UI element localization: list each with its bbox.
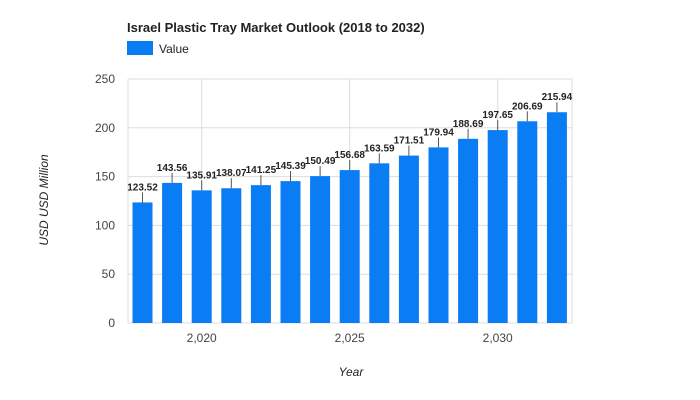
data-label-2031: 206.69 — [512, 101, 543, 112]
data-label-2028: 179.94 — [423, 127, 454, 138]
bar-2028 — [428, 147, 449, 323]
bar-2025 — [339, 170, 360, 323]
chart-title: Israel Plastic Tray Market Outlook (2018… — [127, 20, 425, 35]
bar-2024 — [310, 176, 331, 323]
legend-label-value: Value — [159, 42, 189, 56]
legend-swatch-value — [127, 41, 153, 55]
data-label-2022: 141.25 — [246, 165, 277, 176]
bar-2031 — [517, 121, 538, 323]
data-label-2032: 215.94 — [542, 92, 573, 103]
y-tick-label-3: 150 — [95, 170, 115, 184]
bar-2019 — [162, 182, 183, 323]
x-tick-label-1: 2,025 — [335, 331, 365, 345]
bar-2018 — [132, 202, 153, 323]
y-axis-ticks: 0 50 100 150 200 250 — [95, 72, 115, 330]
data-label-2029: 188.69 — [453, 119, 484, 130]
y-tick-label-2: 100 — [95, 218, 115, 232]
y-tick-label-1: 50 — [102, 267, 116, 281]
data-label-2021: 138.07 — [216, 168, 247, 179]
data-label-2019: 143.56 — [157, 163, 188, 174]
data-label-2020: 135.91 — [186, 170, 217, 181]
data-label-2026: 163.59 — [364, 143, 395, 154]
data-label-2018: 123.52 — [127, 182, 158, 193]
y-tick-label-5: 250 — [95, 72, 115, 86]
bar-2030 — [487, 130, 508, 323]
bar-2029 — [458, 138, 479, 323]
data-label-2030: 197.65 — [482, 110, 513, 121]
data-label-2023: 145.39 — [275, 161, 306, 172]
x-axis-ticks: 2,020 2,025 2,030 — [187, 331, 513, 345]
bar-2026 — [369, 163, 390, 323]
y-tick-label-0: 0 — [108, 316, 115, 330]
x-tick-label-2: 2,030 — [483, 331, 513, 345]
bar-2020 — [191, 190, 212, 323]
bar-2021 — [221, 188, 242, 323]
x-tick-label-0: 2,020 — [187, 331, 217, 345]
x-axis-title: Year — [339, 365, 365, 379]
data-label-2027: 171.51 — [394, 136, 425, 147]
data-label-2025: 156.68 — [334, 150, 365, 161]
data-label-2024: 150.49 — [305, 156, 336, 167]
bar-2022 — [250, 185, 271, 323]
bar-2027 — [398, 155, 419, 323]
legend: Value — [127, 41, 189, 56]
bar-2032 — [546, 112, 567, 324]
bars — [132, 112, 567, 324]
bar-2023 — [280, 181, 301, 323]
y-tick-label-4: 200 — [95, 121, 115, 135]
y-axis-title: USD USD Million — [37, 154, 51, 246]
